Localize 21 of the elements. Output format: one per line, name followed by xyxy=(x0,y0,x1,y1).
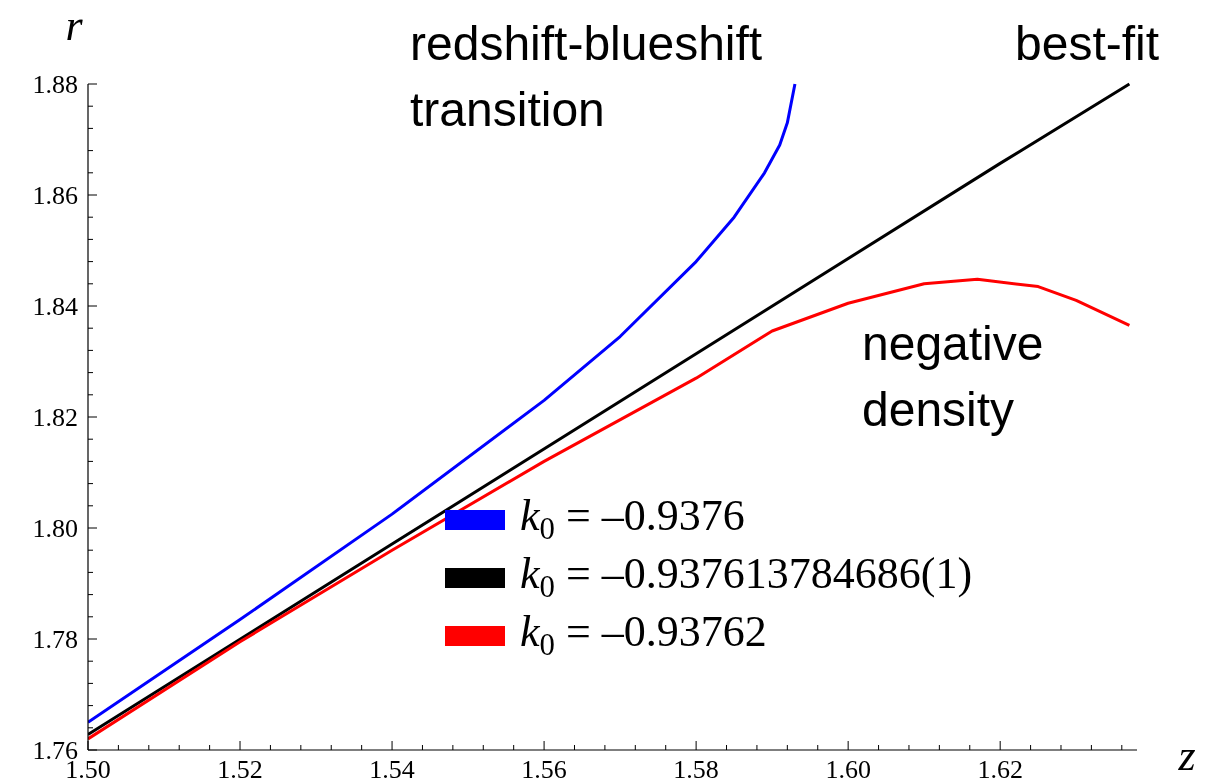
line-series xyxy=(88,277,1131,741)
legend-label: k$_{0}$ = –0.93762 xyxy=(520,607,767,663)
y-tick-label: 1.78 xyxy=(32,625,78,654)
x-tick-label: 1.62 xyxy=(977,755,1023,782)
y-tick-label: 1.82 xyxy=(32,403,78,432)
x-tick-label: 1.58 xyxy=(673,755,719,782)
legend-label: k$_{0}$ = –0.937613784686(1) xyxy=(520,549,973,605)
legend-label: k$_{0}$ = –0.9376 xyxy=(520,491,745,547)
y-tick-label: 1.84 xyxy=(32,292,78,321)
y-tick-label: 1.88 xyxy=(32,70,78,99)
annotation: negative density xyxy=(862,317,1044,436)
x-tick-label: 1.60 xyxy=(825,755,871,782)
annotation: redshift-blueshift transition xyxy=(410,17,763,136)
x-tick-label: 1.52 xyxy=(217,755,263,782)
x-axis-title: z xyxy=(1177,731,1196,780)
y-tick-label: 1.80 xyxy=(32,514,78,543)
y-tick-label: 1.86 xyxy=(32,181,78,210)
y-axis-title: r xyxy=(65,1,84,50)
x-tick-label: 1.54 xyxy=(369,755,415,782)
x-tick-label: 1.56 xyxy=(521,755,567,782)
text: best-fit xyxy=(1015,17,1160,70)
